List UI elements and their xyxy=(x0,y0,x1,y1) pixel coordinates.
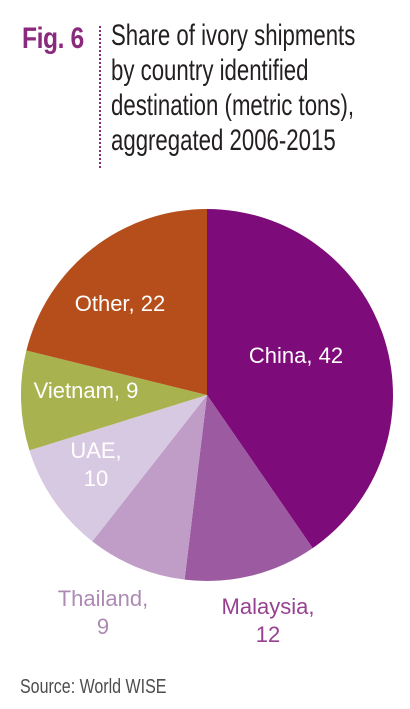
figure-header: Fig. 6 Share of ivory shipments by count… xyxy=(22,18,402,168)
figure-label: Fig. 6 xyxy=(22,22,84,55)
pie-labels: China, 42 Malaysia, 12 Thailand, 9 UAE, 10 Viet… xyxy=(34,291,343,647)
pie-slices xyxy=(20,209,393,581)
pie-slice-uae xyxy=(29,395,208,542)
chart-title-line: by country identified xyxy=(111,54,309,87)
pie-slice-china xyxy=(207,209,393,549)
data-label-malaysia: Malaysia, 12 xyxy=(222,594,315,647)
header-divider xyxy=(99,26,101,168)
chart-title: Share of ivory shipments by country iden… xyxy=(111,18,392,158)
data-label-china: China, 42 xyxy=(249,343,343,368)
chart-title-line: Share of ivory shipments xyxy=(111,19,356,52)
chart-title-line: destination (metric tons), xyxy=(111,89,355,122)
pie-slice-malaysia xyxy=(184,395,313,581)
chart-title-line: aggregated 2006-2015 xyxy=(111,124,336,157)
data-label-uae: UAE, 10 xyxy=(70,438,121,491)
pie-slice-thailand xyxy=(92,395,207,580)
data-label-thailand: Thailand, 9 xyxy=(58,586,149,639)
pie-slice-vietnam xyxy=(20,350,208,451)
pie-slice-other xyxy=(26,209,208,395)
data-label-other: Other, 22 xyxy=(75,291,166,316)
data-label-vietnam: Vietnam, 9 xyxy=(34,378,139,403)
source-note: Source: World WISE xyxy=(20,676,167,698)
